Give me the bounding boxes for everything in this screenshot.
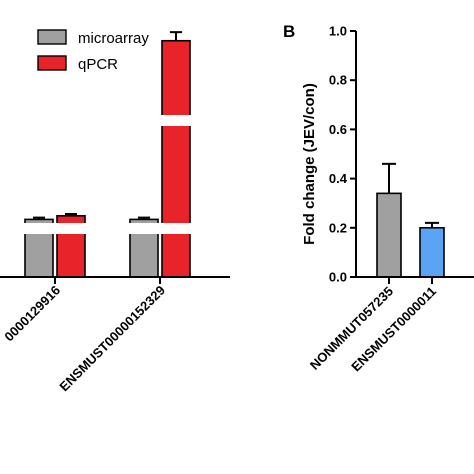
category-label: ENSMUST0000011 <box>348 284 439 375</box>
bar <box>161 39 191 278</box>
y-tick-label: 0.2 <box>329 220 347 235</box>
y-tick-label: 0.4 <box>329 171 348 186</box>
y-tick-label: 0.8 <box>329 73 347 88</box>
y-tick-label: 0.6 <box>329 122 347 137</box>
category-label: ENSMUST00000152329 <box>56 283 168 395</box>
y-axis-title: Fold change (JEV/con) <box>301 83 318 245</box>
panel-b: B 0.0 0.2 0.4 0.6 0.8 1.0 Fold change (JEV/con)… <box>283 22 474 374</box>
y-tick-label: 0.0 <box>329 270 347 285</box>
legend-swatch <box>37 29 67 45</box>
legend-swatch <box>37 55 67 71</box>
axis-break-lower <box>0 223 230 234</box>
legend-label: microarray <box>78 30 149 47</box>
bar <box>376 192 402 278</box>
y-tick-label: 1.0 <box>329 24 347 39</box>
category-label: 0000129916 <box>1 283 63 345</box>
panel-label: B <box>283 22 295 41</box>
axis-break-upper <box>0 115 230 126</box>
legend-label: qPCR <box>78 56 118 73</box>
bar <box>419 227 445 278</box>
